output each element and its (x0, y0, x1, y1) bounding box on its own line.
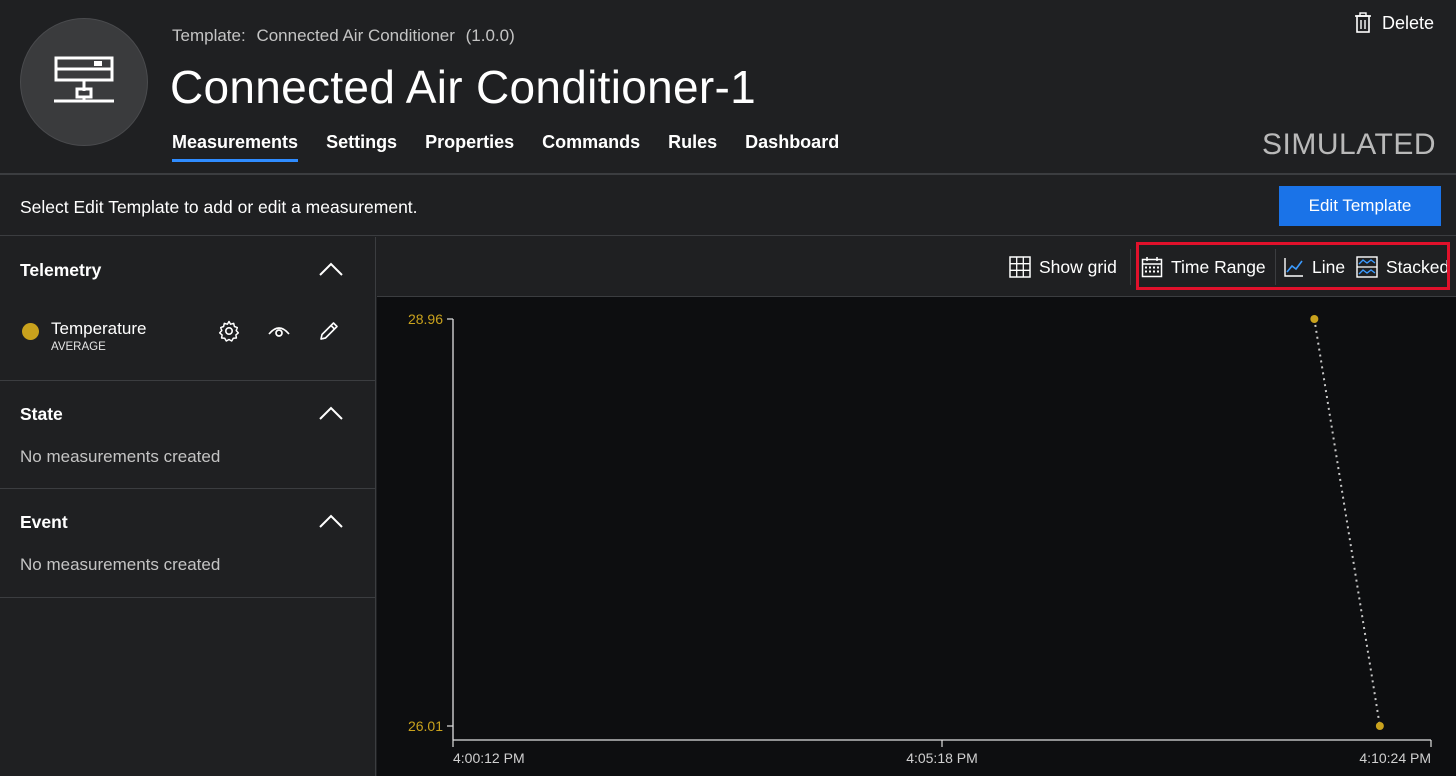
show-grid-label: Show grid (1039, 256, 1117, 277)
template-info: Template: Connected Air Conditioner (1.0… (172, 26, 521, 46)
data-point[interactable] (1375, 722, 1384, 730)
stacked-chart-icon (1356, 256, 1378, 278)
line-chart-icon (1284, 258, 1303, 277)
pencil-icon[interactable] (317, 319, 341, 343)
data-point[interactable] (1310, 315, 1319, 323)
series-line (1313, 318, 1381, 727)
line-label: Line (1312, 256, 1346, 277)
chevron-up-icon[interactable] (319, 262, 343, 276)
section-title-event: Event (20, 512, 68, 532)
gear-icon[interactable] (217, 319, 241, 343)
tab-bar: Measurements Settings Properties Command… (172, 132, 839, 162)
measurement-name: Temperature (51, 319, 147, 338)
chart-panel: Show grid Time Range Line (377, 237, 1456, 776)
x-tick-label: 4:05:18 PM (906, 750, 978, 766)
eye-icon[interactable] (267, 319, 291, 343)
section-title-telemetry: Telemetry (20, 260, 102, 280)
section-title-state: State (20, 404, 63, 424)
simulated-badge: SIMULATED (1262, 128, 1436, 161)
template-version: (1.0.0) (465, 26, 515, 45)
line-chart-button[interactable]: Line (1284, 255, 1345, 279)
chart-toolbar: Show grid Time Range Line (377, 237, 1456, 297)
show-grid-button[interactable]: Show grid (1009, 255, 1117, 279)
ac-device-icon (54, 56, 114, 103)
empty-state-text: No measurements created (20, 447, 221, 466)
chevron-up-icon[interactable] (319, 514, 343, 528)
info-message: Select Edit Template to add or edit a me… (20, 197, 418, 217)
grid-icon (1009, 256, 1031, 278)
tab-dashboard[interactable]: Dashboard (745, 132, 840, 152)
highlight-annotation (1136, 242, 1450, 290)
time-range-label: Time Range (1171, 256, 1266, 277)
measurements-sidebar: Telemetry Temperature AVERAGE State (0, 237, 376, 776)
edit-template-button[interactable]: Edit Template (1279, 186, 1441, 226)
list-item-temperature[interactable]: Temperature AVERAGE (20, 319, 360, 359)
stacked-chart-button[interactable]: Stacked (1356, 255, 1449, 279)
series-color-dot (22, 323, 39, 340)
tab-commands[interactable]: Commands (542, 132, 641, 152)
telemetry-section: Telemetry Temperature AVERAGE (0, 237, 375, 381)
device-header: Template: Connected Air Conditioner (1.0… (0, 0, 1456, 175)
tab-rules[interactable]: Rules (668, 132, 718, 152)
template-label: Template: (172, 26, 246, 45)
event-section: Event No measurements created (0, 489, 375, 598)
tab-settings[interactable]: Settings (326, 132, 398, 152)
info-bar: Select Edit Template to add or edit a me… (0, 176, 1456, 236)
delete-label: Delete (1381, 12, 1434, 33)
empty-state-text: No measurements created (20, 555, 221, 574)
y-tick-label: 26.01 (408, 718, 443, 734)
state-section: State No measurements created (0, 381, 375, 489)
measurement-aggregation[interactable]: AVERAGE (51, 341, 106, 353)
calendar-icon (1141, 257, 1163, 278)
y-tick-label: 28.96 (408, 311, 443, 327)
x-tick-label: 4:00:12 PM (453, 750, 525, 766)
page-title: Connected Air Conditioner-1 (170, 61, 756, 113)
toolbar-divider (1275, 249, 1276, 285)
template-name[interactable]: Connected Air Conditioner (256, 26, 455, 45)
telemetry-chart: 28.96 26.01 4:00:12 PM 4:05:18 PM 4:10:24 P… (408, 311, 1432, 766)
toolbar-divider (1130, 249, 1131, 285)
tab-properties[interactable]: Properties (425, 132, 515, 152)
delete-button[interactable]: Delete (1354, 12, 1434, 34)
chart-area: 28.96 26.01 4:00:12 PM 4:05:18 PM 4:10:24 P… (377, 298, 1456, 776)
trash-icon (1354, 12, 1371, 33)
device-icon (20, 18, 148, 146)
tab-measurements[interactable]: Measurements (172, 132, 299, 162)
time-range-button[interactable]: Time Range (1141, 255, 1266, 279)
x-tick-label: 4:10:24 PM (1359, 750, 1431, 766)
chevron-up-icon[interactable] (319, 406, 343, 420)
stacked-label: Stacked (1386, 256, 1450, 277)
